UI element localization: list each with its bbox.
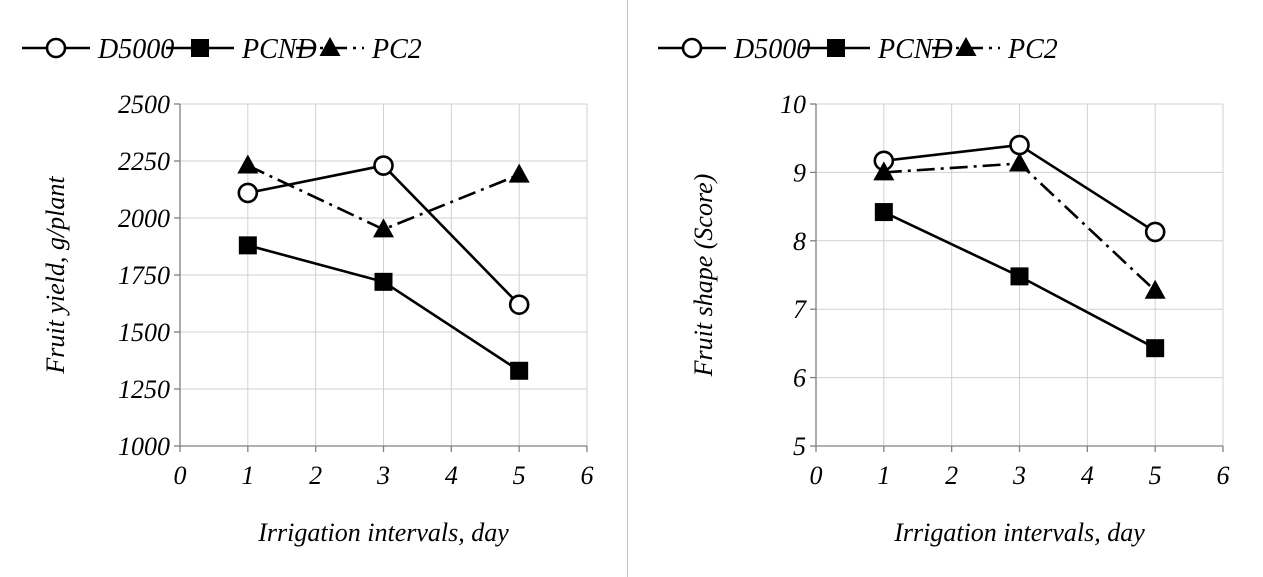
legend-label-pcnd: PCND (241, 34, 317, 65)
point-pc2-x3 (373, 218, 394, 238)
shape-chart-panel: 5 6 7 8 9 10 0 1 2 3 4 5 6 Irrigation intervals, day F… (636, 0, 1263, 577)
y-tick-label-7: 7 (793, 295, 807, 324)
x-tick-label-5: 5 (513, 461, 526, 490)
point-pcnd-x3 (1010, 267, 1029, 286)
x-axis-title: Irrigation intervals, day (257, 518, 509, 547)
x-tick-label-3: 3 (376, 461, 390, 490)
x-tick-labels: 0 1 2 3 4 5 6 (174, 461, 594, 490)
series-pcnd (874, 203, 1165, 358)
point-pc2-x5 (508, 163, 530, 183)
y-tick-label-8: 8 (793, 227, 806, 256)
point-d5000-x1 (237, 182, 259, 204)
y-tick-label-10: 10 (780, 90, 806, 119)
point-pcnd-x1 (874, 203, 893, 222)
y-tick-label-9: 9 (793, 158, 806, 187)
x-tick-label-6: 6 (1217, 461, 1230, 490)
x-tick-label-4: 4 (1081, 461, 1094, 490)
x-tick-label-4: 4 (445, 461, 458, 490)
x-tick-label-6: 6 (581, 461, 594, 490)
y-axis-title: Fruit shape (Score) (689, 174, 718, 378)
y-tick-labels: 1000 1250 1500 1750 2000 2250 2500 (118, 90, 170, 461)
legend-marker-d5000 (681, 37, 703, 59)
x-tick-label-1: 1 (877, 461, 890, 490)
y-axis-title: Fruit yield, g/plant (41, 176, 70, 375)
x-tick-label-2: 2 (945, 461, 958, 490)
shape-chart: 5 6 7 8 9 10 0 1 2 3 4 5 6 Irrigation intervals, day F… (658, 34, 1230, 547)
legend-label-pc2: PC2 (371, 34, 422, 65)
x-tick-label-0: 0 (174, 461, 187, 490)
point-pc2-x1 (237, 154, 259, 174)
series-pcnd (238, 236, 529, 380)
legend-label-pcnd: PCND (877, 34, 953, 65)
series-pc2 (873, 152, 1166, 299)
y-tick-label-1750: 1750 (118, 261, 170, 290)
legend: D5000 PCND PC2 (22, 34, 422, 65)
x-axis-title: Irrigation intervals, day (893, 518, 1145, 547)
x-tick-label-3: 3 (1012, 461, 1026, 490)
y-tick-label-2000: 2000 (118, 204, 170, 233)
y-tick-label-2250: 2250 (118, 147, 170, 176)
point-d5000-x5 (1144, 221, 1166, 243)
y-tick-label-1500: 1500 (118, 318, 170, 347)
legend-marker-pcnd (827, 39, 845, 57)
legend-marker-pc2 (319, 37, 341, 56)
legend-label-d5000: D5000 (733, 34, 810, 65)
point-pc2-x5 (1144, 279, 1166, 299)
yield-chart-panel: 1000 1250 1500 1750 2000 2250 2500 0 1 2 3 4 5 6 Irrig… (0, 0, 627, 577)
point-pcnd-x3 (374, 272, 393, 291)
legend-marker-pcnd (191, 39, 209, 57)
yield-chart: 1000 1250 1500 1750 2000 2250 2500 0 1 2 3 4 5 6 Irrig… (22, 34, 594, 547)
point-d5000-x3 (373, 155, 394, 176)
panel-border-left (627, 0, 628, 577)
series-pc2 (237, 154, 530, 238)
x-tick-label-2: 2 (309, 461, 322, 490)
legend: D5000 PCND PC2 (658, 34, 1058, 65)
point-d5000-x3 (1009, 134, 1030, 156)
legend-label-d5000: D5000 (97, 34, 174, 65)
series-d5000 (237, 155, 530, 315)
x-tick-label-1: 1 (241, 461, 254, 490)
y-tick-label-1250: 1250 (118, 375, 170, 404)
x-tick-label-0: 0 (810, 461, 823, 490)
legend-marker-pc2 (955, 37, 977, 56)
point-pc2-x3 (1009, 152, 1030, 172)
point-pc2-x1 (873, 161, 895, 181)
y-tick-label-1000: 1000 (118, 432, 170, 461)
y-tick-label-2500: 2500 (118, 90, 170, 119)
point-pcnd-x5 (1146, 339, 1165, 358)
x-tick-label-5: 5 (1149, 461, 1162, 490)
legend-marker-d5000 (45, 37, 67, 59)
series-d5000 (873, 134, 1166, 243)
y-tick-labels: 5 6 7 8 9 10 (780, 90, 807, 461)
y-tick-label-5: 5 (793, 432, 806, 461)
point-d5000-x5 (508, 294, 530, 315)
legend-label-pc2: PC2 (1007, 34, 1058, 65)
point-pcnd-x1 (238, 236, 257, 255)
x-tick-labels: 0 1 2 3 4 5 6 (810, 461, 1230, 490)
point-pcnd-x5 (510, 361, 529, 380)
y-tick-label-6: 6 (793, 364, 806, 393)
